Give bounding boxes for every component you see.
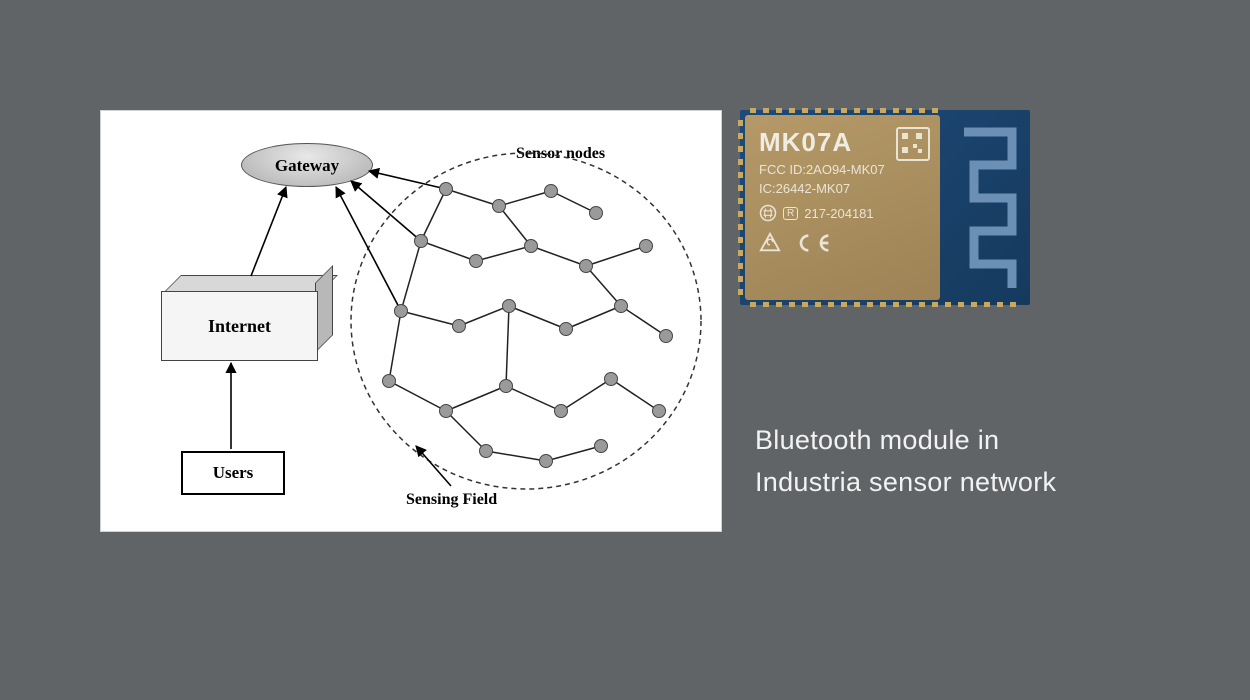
sensor-node bbox=[653, 405, 666, 418]
caption-line-2: Industria sensor network bbox=[755, 467, 1056, 497]
sensor-node bbox=[493, 200, 506, 213]
sensor-node bbox=[540, 455, 553, 468]
gateway-node: Gateway bbox=[241, 143, 373, 187]
r-mark-icon: R bbox=[783, 207, 798, 220]
module-cert-row bbox=[759, 232, 926, 254]
sensor-node bbox=[605, 373, 618, 386]
castellation-bottom bbox=[750, 302, 1020, 307]
bluetooth-module: MK07A FCC ID:2AO94-MK07 IC:26442-MK07 R … bbox=[740, 110, 1030, 305]
sensor-edge bbox=[446, 386, 506, 411]
sensor-nodes-label: Sensor nodes bbox=[516, 145, 605, 163]
sensor-node bbox=[383, 375, 396, 388]
figure-caption: Bluetooth module in Industria sensor net… bbox=[755, 420, 1056, 504]
module-telec-row: R 217-204181 bbox=[759, 204, 926, 222]
sensor-edge bbox=[506, 386, 561, 411]
sensor-node bbox=[500, 380, 513, 393]
sensor-edge bbox=[401, 311, 459, 326]
sensor-node bbox=[415, 235, 428, 248]
sensor-edge bbox=[446, 189, 499, 206]
sensor-node bbox=[580, 260, 593, 273]
sensor-edge bbox=[446, 411, 486, 451]
network-diagram-panel: Gateway Internet Users Sensor nodes Sens… bbox=[100, 110, 722, 532]
sensor-node bbox=[470, 255, 483, 268]
ce-mark-icon bbox=[795, 232, 835, 254]
sensor-edge bbox=[586, 266, 621, 306]
sensing-field-label: Sensing Field bbox=[406, 491, 497, 509]
arrow-sensing-label-pointer bbox=[416, 446, 451, 486]
module-ic: IC:26442-MK07 bbox=[759, 181, 926, 196]
sensor-edge bbox=[486, 451, 546, 461]
pcb-antenna-icon bbox=[952, 120, 1024, 295]
sensor-node bbox=[525, 240, 538, 253]
internet-box: Internet bbox=[161, 291, 316, 359]
module-telec: 217-204181 bbox=[804, 206, 873, 221]
sensor-node bbox=[480, 445, 493, 458]
sensor-node bbox=[453, 320, 466, 333]
module-shield: MK07A FCC ID:2AO94-MK07 IC:26442-MK07 R … bbox=[745, 115, 940, 300]
module-fcc: FCC ID:2AO94-MK07 bbox=[759, 162, 926, 177]
figure-container: Gateway Internet Users Sensor nodes Sens… bbox=[100, 110, 1150, 570]
sensor-node bbox=[640, 240, 653, 253]
arrow-field-to-gateway-3 bbox=[369, 171, 446, 189]
users-box: Users bbox=[181, 451, 285, 495]
sensor-edge bbox=[586, 246, 646, 266]
sensor-node bbox=[440, 405, 453, 418]
sensor-node bbox=[555, 405, 568, 418]
sensing-field-ellipse bbox=[351, 153, 701, 489]
rcm-icon bbox=[759, 232, 781, 254]
castellation-left bbox=[738, 120, 743, 295]
sensor-edge bbox=[551, 191, 596, 213]
sensor-edge bbox=[421, 189, 446, 241]
sensor-edge bbox=[561, 379, 611, 411]
sensor-edge bbox=[459, 306, 509, 326]
sensor-edge bbox=[421, 241, 476, 261]
arrow-field-to-gateway-1 bbox=[336, 187, 401, 311]
sensor-edge bbox=[499, 206, 531, 246]
sensor-node bbox=[590, 207, 603, 220]
sensor-edge bbox=[509, 306, 566, 329]
sensor-node bbox=[660, 330, 673, 343]
qr-icon bbox=[896, 127, 930, 161]
sensor-node bbox=[545, 185, 558, 198]
sensor-node bbox=[615, 300, 628, 313]
sensor-edge bbox=[611, 379, 659, 411]
castellation-top bbox=[750, 108, 940, 113]
sensor-edge bbox=[476, 246, 531, 261]
sensor-edge bbox=[506, 306, 509, 386]
sensor-edge bbox=[389, 381, 446, 411]
module-pcb: MK07A FCC ID:2AO94-MK07 IC:26442-MK07 R … bbox=[740, 110, 1030, 305]
internet-box-front: Internet bbox=[161, 291, 318, 361]
sensor-edge bbox=[389, 311, 401, 381]
sensor-node bbox=[560, 323, 573, 336]
arrow-field-to-gateway-2 bbox=[351, 181, 421, 241]
sensor-node bbox=[440, 183, 453, 196]
sensor-edge bbox=[499, 191, 551, 206]
sensor-edge bbox=[531, 246, 586, 266]
sensor-edge bbox=[546, 446, 601, 461]
sensor-node bbox=[595, 440, 608, 453]
sensor-node bbox=[395, 305, 408, 318]
telec-icon bbox=[759, 204, 777, 222]
caption-line-1: Bluetooth module in bbox=[755, 425, 999, 455]
sensor-node bbox=[503, 300, 516, 313]
sensor-edge bbox=[621, 306, 666, 336]
sensor-edge bbox=[401, 241, 421, 311]
arrow-internet-to-gateway bbox=[251, 187, 286, 276]
sensor-edge bbox=[566, 306, 621, 329]
